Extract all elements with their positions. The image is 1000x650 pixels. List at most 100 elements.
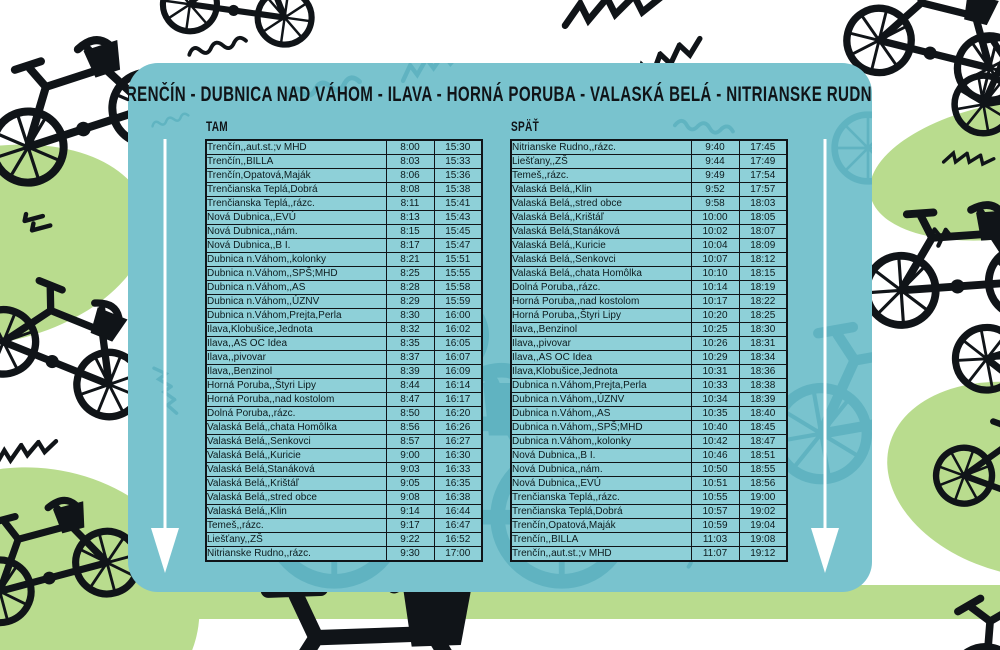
departure-time-cell: 9:52	[690, 182, 740, 197]
timetable-row: Liešťany,,ZŠ 9:44 17:49	[510, 154, 788, 169]
return-heading: SPÄŤ	[511, 118, 540, 134]
stop-name-cell: Temeš,,rázc.	[510, 168, 692, 183]
departure-time-cell: 8:17	[385, 238, 435, 253]
departure-time-cell: 9:00	[385, 448, 435, 463]
departure-time-cell: 16:14	[433, 378, 483, 393]
timetable-row: Valaská Belá,,Krištáľ 9:05 16:35	[205, 476, 483, 491]
departure-time-cell: 10:42	[690, 434, 740, 449]
stop-name-cell: Dubnica n.Váhom,,SPŠ;MHD	[205, 266, 387, 281]
down-arrow-icon	[811, 139, 839, 573]
departure-time-cell: 17:57	[738, 182, 788, 197]
departure-time-cell: 18:36	[738, 364, 788, 379]
timetable-row: Nová Dubnica,,nám. 8:15 15:45	[205, 224, 483, 239]
departure-time-cell: 10:07	[690, 252, 740, 267]
stop-name-cell: Trenčín,,BILLA	[205, 154, 387, 169]
stop-name-cell: Dubnica n.Váhom,Prejta,Perla	[510, 378, 692, 393]
stop-name-cell: Nová Dubnica,,nám.	[510, 462, 692, 477]
stop-name-cell: Nová Dubnica,,B I.	[510, 448, 692, 463]
departure-time-cell: 18:30	[738, 322, 788, 337]
departure-time-cell: 8:37	[385, 350, 435, 365]
departure-time-cell: 10:55	[690, 490, 740, 505]
departure-time-cell: 8:11	[385, 196, 435, 211]
stop-name-cell: Horná Poruba,,nad kostolom	[510, 294, 692, 309]
departure-time-cell: 15:47	[433, 238, 483, 253]
timetable-row: Valaská Belá,,Senkovci 10:07 18:12	[510, 252, 788, 267]
stop-name-cell: Trenčianska Teplá,,rázc.	[510, 490, 692, 505]
departure-time-cell: 18:40	[738, 406, 788, 421]
departure-time-cell: 15:55	[433, 266, 483, 281]
departure-time-cell: 18:25	[738, 308, 788, 323]
timetable-row: Nová Dubnica,,EVÚ 8:13 15:43	[205, 210, 483, 225]
stop-name-cell: Trenčianska Teplá,,rázc.	[205, 196, 387, 211]
timetable-row: Dubnica n.Váhom,Prejta,Perla 10:33 18:38	[510, 378, 788, 393]
timetable-row: Nitrianske Rudno,,rázc. 9:40 17:45	[510, 139, 788, 155]
timetable-row: Trenčianska Teplá,,rázc. 8:11 15:41	[205, 196, 483, 211]
departure-time-cell: 8:30	[385, 308, 435, 323]
timetable-row: Liešťany,,ZŠ 9:22 16:52	[205, 532, 483, 547]
stop-name-cell: Dubnica n.Váhom,,kolonky	[205, 252, 387, 267]
departure-time-cell: 18:39	[738, 392, 788, 407]
outbound-timetable: TAM Trenčín,,aut.st.;v MHD 8:00 15:30 Trenč…	[205, 118, 483, 562]
departure-time-cell: 10:20	[690, 308, 740, 323]
stop-name-cell: Nová Dubnica,,EVÚ	[510, 476, 692, 491]
timetable-row: Nitrianske Rudno,,rázc. 9:30 17:00	[205, 546, 483, 562]
stop-name-cell: Valaská Belá,,Senkovci	[205, 434, 387, 449]
timetable-row: Ilava,Klobušice,Jednota 10:31 18:36	[510, 364, 788, 379]
departure-time-cell: 10:35	[690, 406, 740, 421]
stop-name-cell: Nitrianske Rudno,,rázc.	[205, 546, 387, 562]
timetable-row: Horná Poruba,,nad kostolom 10:17 18:22	[510, 294, 788, 309]
departure-time-cell: 10:00	[690, 210, 740, 225]
stop-name-cell: Nová Dubnica,,nám.	[205, 224, 387, 239]
timetable-row: Trenčín,,aut.st.;v MHD 11:07 19:12	[510, 546, 788, 562]
timetable-row: Trenčín,,BILLA 8:03 15:33	[205, 154, 483, 169]
timetable-row: Temeš,,rázc. 9:17 16:47	[205, 518, 483, 533]
stop-name-cell: Ilava,,pivovar	[205, 350, 387, 365]
stop-name-cell: Horná Poruba,,Štyri Lipy	[510, 308, 692, 323]
stop-name-cell: Valaská Belá,,stred obce	[205, 490, 387, 505]
zigzag-icon	[559, 0, 672, 33]
departure-time-cell: 19:00	[738, 490, 788, 505]
timetable-row: Dubnica n.Váhom,,SPŠ;MHD 10:40 18:45	[510, 420, 788, 435]
departure-time-cell: 8:50	[385, 406, 435, 421]
departure-time-cell: 10:34	[690, 392, 740, 407]
departure-time-cell: 15:51	[433, 252, 483, 267]
zigzag-icon	[0, 436, 63, 470]
stop-name-cell: Valaská Belá,,chata Homôlka	[510, 266, 692, 281]
departure-time-cell: 10:25	[690, 322, 740, 337]
timetable-row: Valaská Belá,,chata Homôlka 10:10 18:15	[510, 266, 788, 281]
timetable-row: Valaská Belá,,chata Homôlka 8:56 16:26	[205, 420, 483, 435]
timetable-row: Nová Dubnica,,nám. 10:50 18:55	[510, 462, 788, 477]
stop-name-cell: Dolná Poruba,,rázc.	[510, 280, 692, 295]
stop-name-cell: Valaská Belá,,Klin	[205, 504, 387, 519]
stop-name-cell: Trenčianska Teplá,Dobrá	[510, 504, 692, 519]
departure-time-cell: 18:56	[738, 476, 788, 491]
departure-time-cell: 18:31	[738, 336, 788, 351]
timetable-row: Ilava,,AS OC Idea 8:35 16:05	[205, 336, 483, 351]
stop-name-cell: Liešťany,,ZŠ	[205, 532, 387, 547]
timetable-row: Dubnica n.Váhom,,AS 10:35 18:40	[510, 406, 788, 421]
stop-name-cell: Valaská Belá,,Senkovci	[510, 252, 692, 267]
timetable-row: Ilava,Klobušice,Jednota 8:32 16:02	[205, 322, 483, 337]
stop-name-cell: Trenčianska Teplá,Dobrá	[205, 182, 387, 197]
stop-name-cell: Trenčín,Opatová,Maják	[205, 168, 387, 183]
departure-time-cell: 18:12	[738, 252, 788, 267]
departure-time-cell: 16:47	[433, 518, 483, 533]
timetable-row: Valaská Belá,,Krištáľ 10:00 18:05	[510, 210, 788, 225]
departure-time-cell: 10:14	[690, 280, 740, 295]
departure-time-cell: 19:04	[738, 518, 788, 533]
departure-time-cell: 8:29	[385, 294, 435, 309]
departure-time-cell: 15:36	[433, 168, 483, 183]
timetable-row: Dubnica n.Váhom,,kolonky 10:42 18:47	[510, 434, 788, 449]
stop-name-cell: Temeš,,rázc.	[205, 518, 387, 533]
timetable-row: Ilava,,Benzinol 10:25 18:30	[510, 322, 788, 337]
departure-time-cell: 18:19	[738, 280, 788, 295]
departure-time-cell: 17:54	[738, 168, 788, 183]
timetable-row: Dubnica n.Váhom,,ÚZNV 10:34 18:39	[510, 392, 788, 407]
timetable-row: Dolná Poruba,,rázc. 8:50 16:20	[205, 406, 483, 421]
departure-time-cell: 18:55	[738, 462, 788, 477]
timetable-row: Nová Dubnica,,B I. 8:17 15:47	[205, 238, 483, 253]
departure-time-cell: 10:29	[690, 350, 740, 365]
departure-time-cell: 17:45	[738, 139, 788, 155]
departure-time-cell: 19:08	[738, 532, 788, 547]
departure-time-cell: 18:05	[738, 210, 788, 225]
